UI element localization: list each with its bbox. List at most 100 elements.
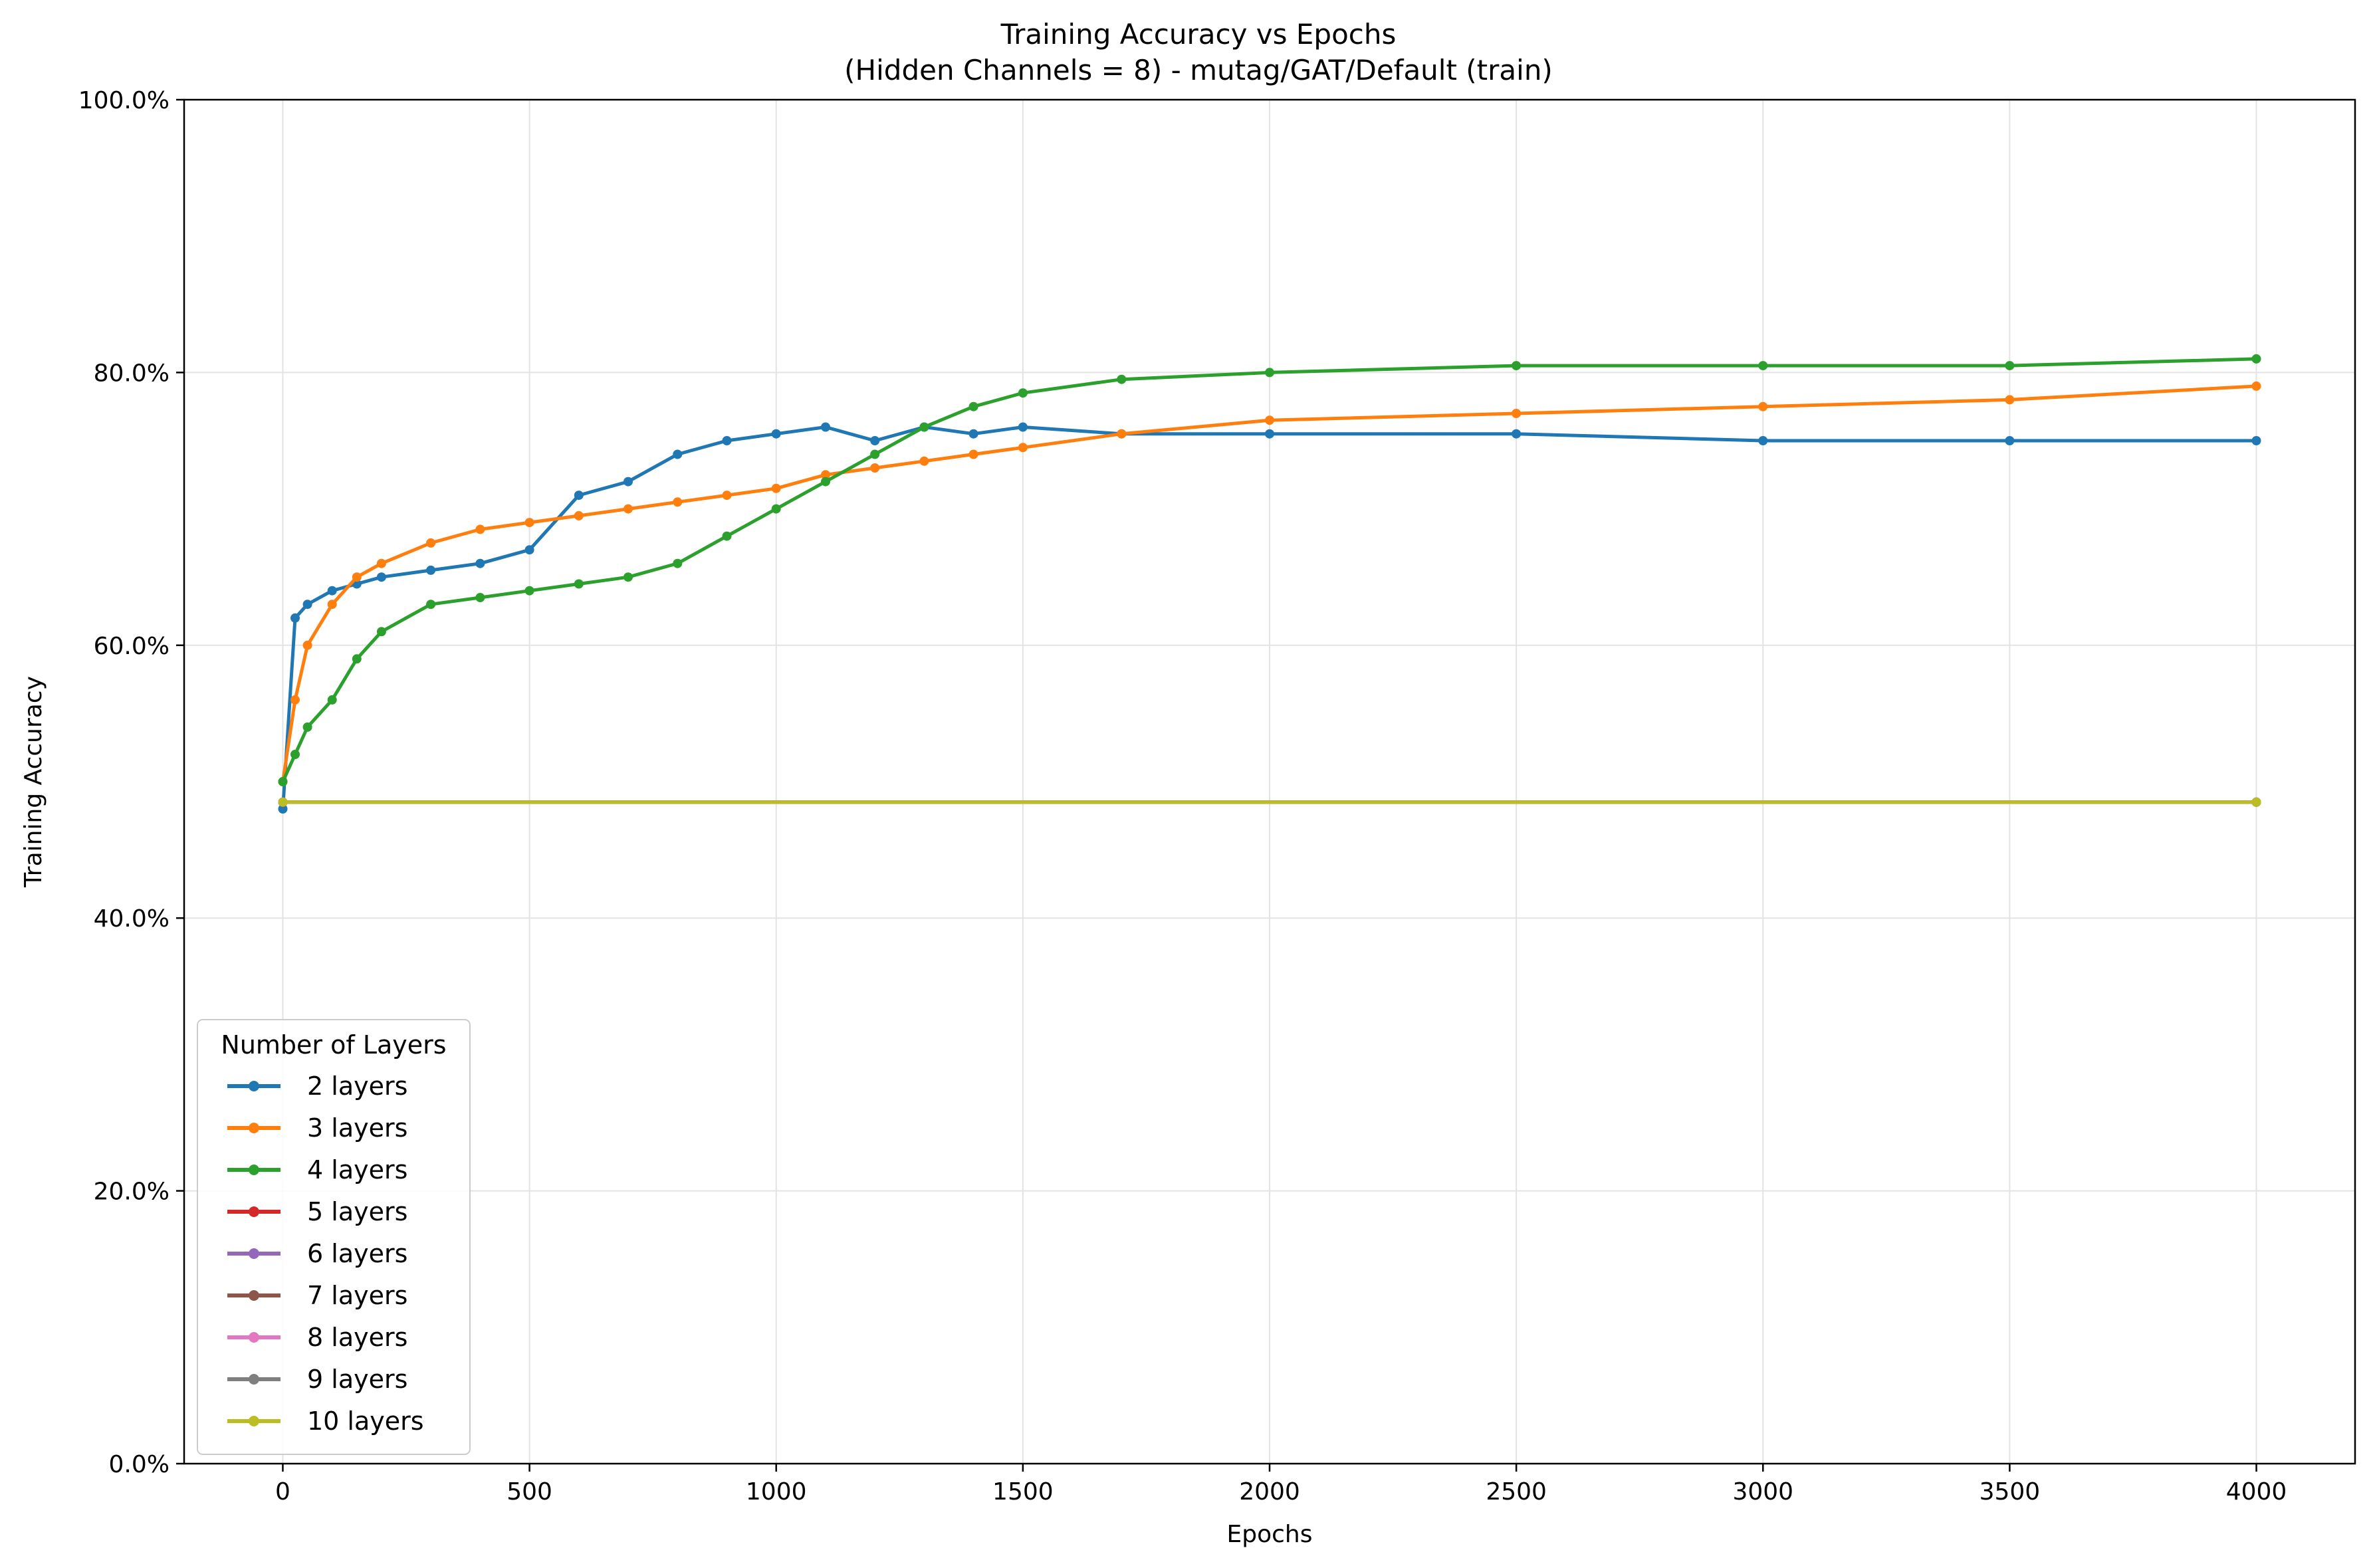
x-tick-label: 3500	[1979, 1478, 2041, 1506]
x-tick-label: 1500	[992, 1478, 1054, 1506]
data-point	[376, 558, 386, 568]
series-4-layers	[278, 354, 2261, 786]
legend-label: 6 layers	[307, 1239, 407, 1268]
data-point	[870, 463, 880, 473]
legend-item: 4 layers	[227, 1155, 407, 1184]
data-point	[376, 627, 386, 637]
plot-series	[278, 354, 2261, 814]
data-point	[2251, 381, 2261, 391]
data-point	[2251, 436, 2261, 445]
data-point	[1018, 388, 1028, 398]
data-point	[524, 518, 534, 528]
x-tick-label: 500	[507, 1478, 552, 1506]
data-point	[771, 504, 781, 514]
data-point	[1512, 409, 1522, 418]
data-point	[771, 429, 781, 439]
data-point	[623, 504, 633, 514]
data-point	[968, 401, 978, 411]
data-point	[2005, 436, 2015, 445]
legend-marker	[249, 1081, 259, 1091]
y-tick-label: 80.0%	[94, 360, 170, 387]
data-point	[1018, 443, 1028, 453]
data-point	[1265, 415, 1274, 425]
series-3-layers	[278, 381, 2261, 786]
data-point	[1758, 401, 1768, 411]
legend-item: 9 layers	[227, 1365, 407, 1394]
data-point	[1512, 429, 1522, 439]
legend-marker	[249, 1165, 259, 1175]
legend-label: 5 layers	[307, 1197, 407, 1226]
data-point	[2005, 361, 2015, 371]
series-10-layers	[278, 797, 2261, 807]
data-point	[426, 538, 436, 548]
data-point	[524, 545, 534, 555]
data-point	[426, 600, 436, 610]
data-point	[352, 654, 362, 664]
legend-marker	[249, 1416, 259, 1426]
data-point	[1117, 374, 1127, 384]
data-point	[2251, 354, 2261, 364]
data-point	[821, 477, 830, 487]
y-axis: 0.0% 20.0% 40.0% 60.0% 80.0% 100.0%	[78, 87, 184, 1478]
data-point	[1265, 368, 1274, 378]
legend-item: 10 layers	[227, 1406, 424, 1436]
legend-marker	[249, 1123, 259, 1133]
legend-label: 2 layers	[307, 1071, 407, 1101]
data-point	[2005, 395, 2015, 405]
x-axis-title: Epochs	[1227, 1521, 1313, 1548]
data-point	[290, 695, 300, 705]
legend-label: 3 layers	[307, 1113, 407, 1143]
legend-marker	[249, 1290, 259, 1301]
y-axis-title: Training Accuracy	[20, 676, 47, 888]
data-point	[574, 510, 584, 520]
data-point	[1018, 422, 1028, 432]
legend-item: 3 layers	[227, 1113, 407, 1143]
data-point	[278, 804, 288, 814]
data-point	[574, 579, 584, 589]
data-point	[475, 558, 485, 568]
data-point	[278, 797, 288, 807]
data-point	[1265, 429, 1274, 439]
chart-subtitle: (Hidden Channels = 8) - mutag/GAT/Defaul…	[844, 54, 1553, 86]
data-point	[290, 750, 300, 759]
y-tick-label: 60.0%	[94, 633, 170, 660]
legend-label: 4 layers	[307, 1155, 407, 1184]
legend-label: 8 layers	[307, 1323, 407, 1352]
data-point	[1758, 436, 1768, 445]
data-point	[623, 477, 633, 487]
data-point	[821, 470, 830, 480]
data-point	[919, 422, 929, 432]
legend-marker	[249, 1332, 259, 1343]
data-point	[302, 600, 312, 610]
data-point	[376, 572, 386, 582]
data-point	[722, 436, 732, 445]
legend-items: 2 layers 3 layers 4 layers 5 layers 6 layers…	[227, 1071, 424, 1436]
x-tick-label: 2000	[1239, 1478, 1300, 1506]
legend-item: 2 layers	[227, 1071, 407, 1101]
x-tick-label: 2500	[1486, 1478, 1547, 1506]
data-point	[1512, 361, 1522, 371]
x-tick-label: 4000	[2226, 1478, 2287, 1506]
data-point	[771, 483, 781, 493]
data-point	[968, 449, 978, 459]
legend-item: 5 layers	[227, 1197, 407, 1226]
data-point	[524, 586, 534, 596]
data-point	[327, 586, 337, 596]
legend-label: 7 layers	[307, 1281, 407, 1310]
legend-marker	[249, 1374, 259, 1385]
data-point	[821, 422, 830, 432]
y-tick-label: 100.0%	[78, 87, 170, 114]
data-point	[722, 491, 732, 501]
data-point	[327, 695, 337, 705]
data-point	[302, 722, 312, 732]
x-tick-label: 0	[275, 1478, 290, 1506]
legend-item: 6 layers	[227, 1239, 407, 1268]
legend-title: Number of Layers	[221, 1030, 446, 1060]
y-tick-label: 0.0%	[109, 1451, 170, 1478]
data-point	[968, 429, 978, 439]
legend-label: 9 layers	[307, 1365, 407, 1394]
data-point	[673, 558, 683, 568]
data-point	[426, 565, 436, 575]
